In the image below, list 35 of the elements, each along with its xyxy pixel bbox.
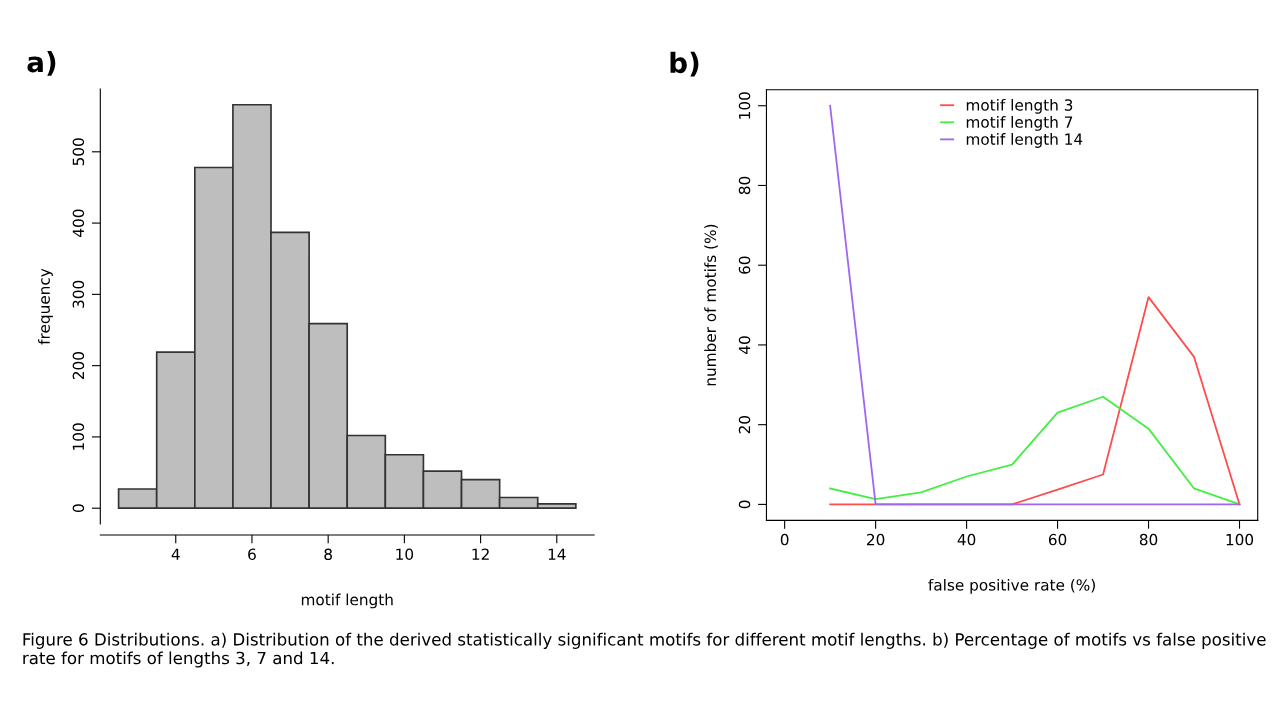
y-tick-label: 20	[738, 415, 751, 434]
chart-title: b)	[670, 51, 699, 77]
x-tick-label: 8	[324, 548, 332, 561]
x-tick-label: 14	[548, 548, 566, 560]
x-tick-label: 40	[957, 533, 976, 546]
y-tick-label: 0	[738, 500, 751, 509]
y-tick-label: 400	[72, 209, 85, 237]
x-tick-label: 80	[1139, 533, 1158, 546]
line-series	[829, 395, 1241, 506]
y-tick-label: 80	[738, 176, 751, 195]
caption: Figure 6 Distributions. a) Distribution of the derived statistically significant motifs for different motif lengths. b) Percentage of motifs vs false positive rate for motifs of lengths 3, 7 and 14.	[23, 632, 1266, 668]
y-tick-label: 500	[72, 138, 85, 166]
x-axis-title: false positive rate (%)	[928, 578, 1095, 594]
x-tick-label: 12	[472, 548, 489, 560]
x-tick-label: 10	[396, 548, 414, 561]
y-tick-label: 100	[72, 423, 85, 450]
x-tick-label: 6	[248, 548, 256, 561]
y-tick-label: 100	[738, 92, 751, 119]
x-tick-label: 60	[1048, 533, 1067, 546]
y-tick-label: 0	[72, 504, 85, 513]
x-axis-title: motif length	[301, 593, 393, 609]
x-tick-label: 4	[171, 548, 180, 560]
y-axis-title: number of motifs (%)	[704, 224, 718, 386]
x-tick-label: 100	[1226, 533, 1254, 546]
legend-label: motif length 14	[966, 133, 1083, 148]
y-axis-title: frequency	[38, 268, 53, 345]
y-tick-label: 40	[738, 336, 751, 354]
y-tick-label: 200	[72, 352, 85, 380]
legend-label: motif length 3	[966, 98, 1073, 114]
x-tick-label: 0	[780, 533, 789, 546]
y-tick-label: 60	[738, 256, 751, 274]
y-tick-label: 300	[72, 280, 85, 308]
chart-title: a)	[27, 50, 56, 76]
legend-label: motif length 7	[966, 116, 1073, 131]
x-tick-label: 20	[867, 533, 885, 546]
